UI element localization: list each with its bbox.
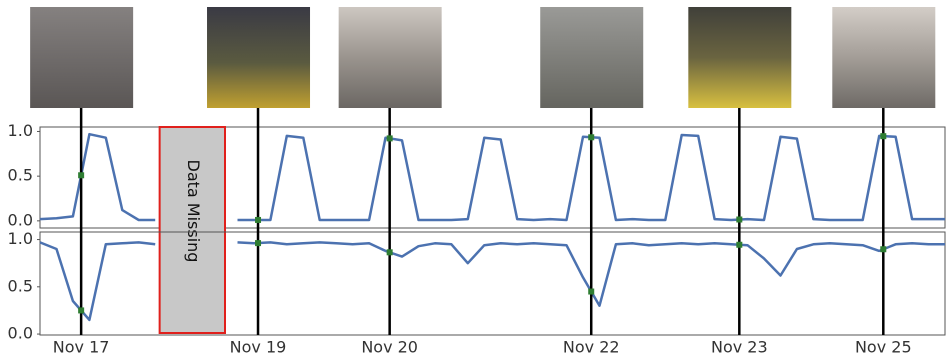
frame-thumbnail [338, 7, 442, 108]
x-tick-label: Nov 19 [230, 338, 287, 357]
frame-marker [588, 288, 595, 295]
frame-marker [255, 216, 262, 223]
x-tick-label: Nov 22 [563, 338, 620, 357]
frame-marker [736, 216, 743, 223]
y-tick-label: 0.0 [8, 324, 33, 343]
missing-box [158, 126, 227, 334]
frame-marker [386, 135, 393, 142]
x-tick-label: Nov 17 [53, 338, 110, 357]
frame-thumbnail [30, 7, 134, 108]
y-tick-label: 0.5 [8, 276, 33, 295]
frame-marker [880, 246, 887, 253]
y-tick-label: 0.0 [8, 210, 33, 229]
frame-thumbnail [688, 7, 792, 108]
x-tick-label: Nov 23 [711, 338, 768, 357]
y-tick-label: 0.5 [8, 166, 33, 185]
frame-marker [255, 240, 262, 247]
plot-frame [39, 126, 946, 229]
y-tick-label: 1.0 [8, 229, 33, 248]
frame-marker [588, 134, 595, 141]
frame-marker [386, 249, 393, 256]
plot-frame [39, 231, 946, 336]
x-tick-label: Nov 20 [361, 338, 418, 357]
frame-marker [880, 133, 887, 140]
missing-label: Data Missing [184, 160, 203, 263]
frame-marker [78, 172, 85, 179]
frame-thumbnail [540, 7, 644, 108]
frame-thumbnail [832, 7, 936, 108]
frame-marker [736, 241, 743, 248]
frame-thumbnail [207, 7, 311, 108]
frame-marker [78, 307, 85, 314]
y-tick-label: 1.0 [8, 121, 33, 140]
x-tick-label: Nov 25 [855, 338, 912, 357]
